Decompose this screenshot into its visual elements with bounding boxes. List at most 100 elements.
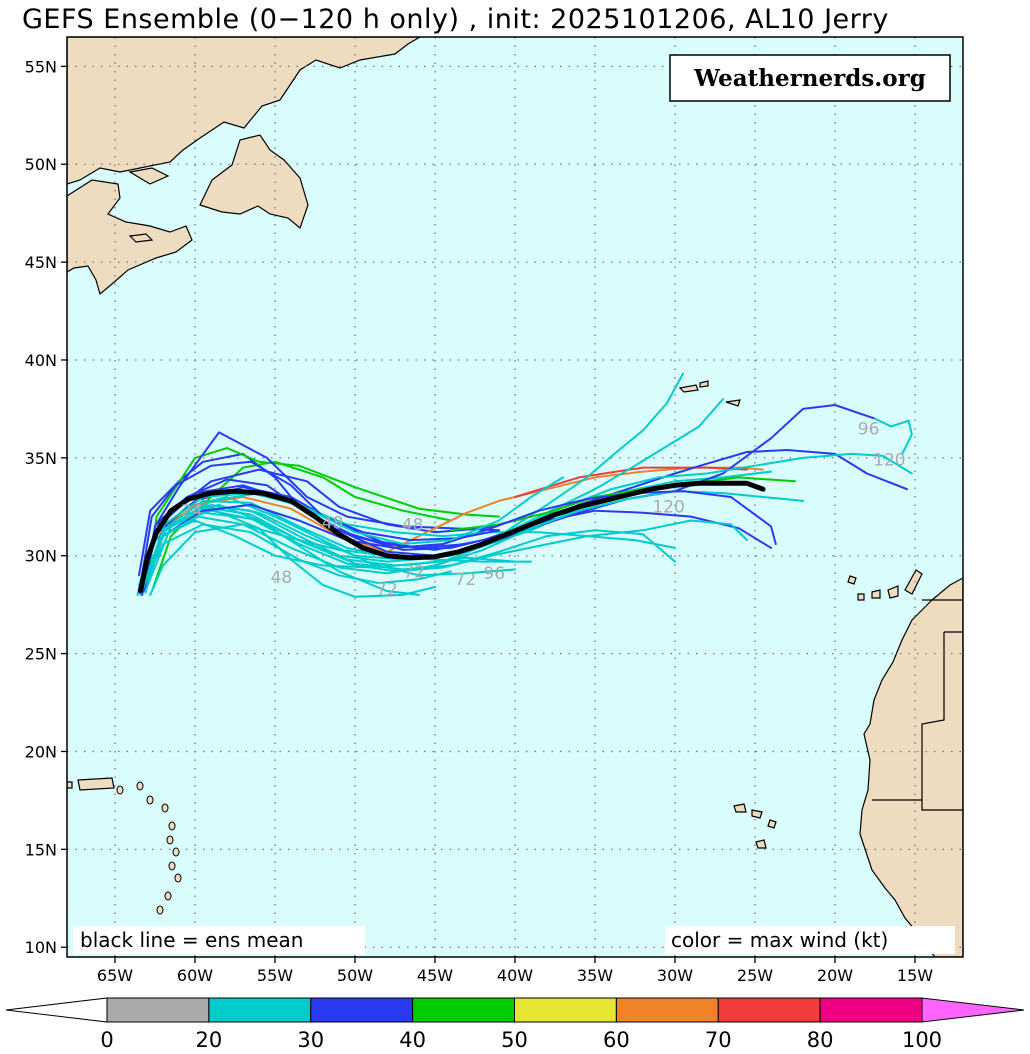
- lat-tick-label: 25N: [25, 645, 57, 664]
- colorbar-segment-4: [514, 997, 617, 1023]
- colorbar-segment-0: [106, 997, 210, 1023]
- land-masses: [67, 37, 963, 957]
- island-8: [156, 905, 164, 915]
- colorbar-above-arrow: [921, 997, 1025, 1023]
- color-note: color = max wind (kt): [665, 926, 955, 954]
- lat-tick-label: 35N: [25, 449, 57, 468]
- land-capeverde-3: [767, 819, 777, 829]
- member-track-28: [147, 476, 564, 585]
- hour-label: 48: [322, 513, 344, 533]
- island-9: [116, 785, 124, 795]
- member-track-18: [874, 417, 913, 455]
- island-0: [146, 795, 154, 805]
- island-3: [166, 835, 174, 845]
- land-border-1: [872, 599, 963, 811]
- land-canary-5: [847, 575, 857, 585]
- land-maritimes: [67, 179, 193, 296]
- land-canary-4: [857, 593, 865, 601]
- hour-label: 48: [271, 568, 293, 588]
- member-track-9: [138, 523, 452, 594]
- island-5: [168, 861, 176, 871]
- lon-tick-label: 20W: [817, 966, 853, 985]
- mean-note: black line = ens mean: [73, 926, 365, 954]
- color-note-text: color = max wind (kt): [671, 928, 888, 952]
- hour-label: 96: [858, 419, 880, 439]
- land-hispaniola-edge: [67, 781, 73, 789]
- colorbar-segment-2: [310, 997, 414, 1023]
- hour-label: 24: [181, 502, 203, 522]
- colorbar-segment-5: [615, 997, 719, 1023]
- land-puerto-rico: [77, 777, 115, 791]
- hour-label: 120: [873, 451, 905, 471]
- land-newfoundland: [199, 134, 309, 230]
- colorbar-below-arrow: [5, 997, 108, 1023]
- island-2: [168, 821, 176, 831]
- colorbar-segment-3: [412, 997, 515, 1023]
- watermark-box: Weathernerds.org: [669, 54, 951, 102]
- mean-track: [138, 480, 766, 594]
- member-track-17: [139, 404, 876, 596]
- lon-tick-label: 25W: [737, 966, 773, 985]
- hour-label: 72: [376, 580, 398, 600]
- lat-tick-label: 50N: [25, 155, 57, 174]
- colorbar-label: 0: [100, 1028, 113, 1052]
- colorbar-label: 60: [603, 1028, 630, 1052]
- hour-label: 120: [652, 498, 684, 518]
- map-title: GEFS Ensemble (0−120 h only) , init: 202…: [22, 4, 889, 35]
- colorbar: 0 20 30 40 50 60 70 80 100: [5, 997, 1025, 1052]
- lon-tick-label: 40W: [497, 966, 533, 985]
- land-capeverde-4: [755, 839, 767, 849]
- lat-tick-label: 40N: [25, 351, 57, 370]
- member-track-25: [142, 511, 748, 587]
- land-canary-3: [871, 589, 881, 599]
- island-4: [172, 847, 180, 857]
- land-canary-2: [887, 585, 899, 599]
- hour-label: 48: [402, 515, 424, 535]
- colorbar-segment-1: [208, 997, 312, 1023]
- land-azores-3: [725, 399, 741, 407]
- colorbar-label: 20: [196, 1028, 223, 1052]
- land-anticosti: [128, 167, 170, 185]
- member-track-15: [514, 466, 748, 498]
- watermark-text: Weathernerds.org: [693, 65, 926, 92]
- land-capeverde-1: [733, 803, 747, 813]
- lat-tick-label: 55N: [25, 57, 57, 76]
- small-islands: [116, 781, 182, 915]
- lon-tick-label: 30W: [657, 966, 693, 985]
- member-track-27: [139, 460, 500, 585]
- hour-label: 72: [455, 570, 477, 590]
- hour-label: 96: [483, 564, 505, 584]
- lat-tick-label: 20N: [25, 742, 57, 761]
- colorbar-segment-7: [819, 997, 923, 1023]
- lon-tick-label: 35W: [577, 966, 613, 985]
- lon-tick-label: 15W: [897, 966, 933, 985]
- land-capeverde-2: [751, 809, 763, 819]
- lon-tick-label: 60W: [177, 966, 213, 985]
- colorbar-label: 30: [297, 1028, 324, 1052]
- island-6: [174, 873, 182, 883]
- land-labrador: [67, 37, 422, 185]
- colorbar-label: 100: [902, 1028, 942, 1052]
- mean-note-text: black line = ens mean: [80, 928, 304, 952]
- island-10: [136, 781, 144, 791]
- lon-tick-label: 45W: [417, 966, 453, 985]
- lon-tick-label: 50W: [337, 966, 373, 985]
- hour-label: 72: [403, 562, 425, 582]
- colorbar-label: 70: [705, 1028, 732, 1052]
- ensemble-mean: [138, 480, 766, 594]
- land-azores-2: [699, 380, 709, 388]
- lat-axis: 55N 50N 45N 40N 35N 30N 25N 20N 15N 10N: [25, 57, 67, 957]
- lon-tick-label: 55W: [257, 966, 293, 985]
- lon-axis: 65W 60W 55W 50W 45W 40W 35W 30W 25W 20W 15W: [97, 957, 933, 985]
- colorbar-label: 50: [501, 1028, 528, 1052]
- lat-tick-label: 45N: [25, 253, 57, 272]
- lon-tick-label: 65W: [97, 966, 133, 985]
- colorbar-segment-6: [717, 997, 821, 1023]
- colorbar-label: 80: [807, 1028, 834, 1052]
- lat-tick-label: 10N: [25, 938, 57, 957]
- lat-tick-label: 15N: [25, 840, 57, 859]
- member-track-3: [138, 452, 468, 577]
- island-7: [164, 891, 172, 901]
